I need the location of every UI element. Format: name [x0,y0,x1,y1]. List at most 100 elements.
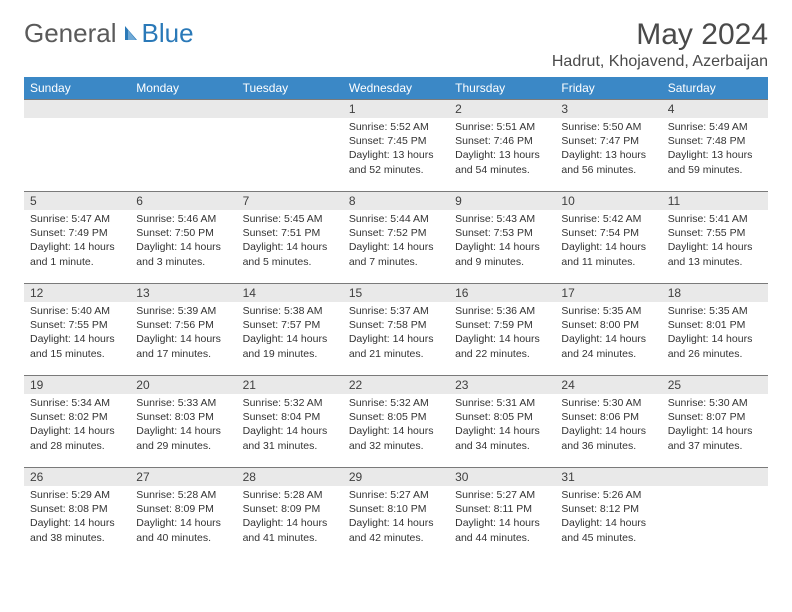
calendar-day-cell: 26Sunrise: 5:29 AMSunset: 8:08 PMDayligh… [24,467,130,559]
daylight-line: Daylight: 14 hours and 5 minutes. [243,240,337,268]
day-number: 28 [237,467,343,486]
day-details: Sunrise: 5:26 AMSunset: 8:12 PMDaylight:… [555,486,661,549]
sunset-line: Sunset: 8:01 PM [668,318,762,332]
day-details: Sunrise: 5:35 AMSunset: 8:01 PMDaylight:… [662,302,768,365]
calendar-day-cell [662,467,768,559]
calendar-day-cell: 30Sunrise: 5:27 AMSunset: 8:11 PMDayligh… [449,467,555,559]
daylight-line: Daylight: 14 hours and 21 minutes. [349,332,443,360]
calendar-day-cell: 11Sunrise: 5:41 AMSunset: 7:55 PMDayligh… [662,191,768,283]
calendar-header: SundayMondayTuesdayWednesdayThursdayFrid… [24,77,768,99]
calendar-day-cell: 16Sunrise: 5:36 AMSunset: 7:59 PMDayligh… [449,283,555,375]
sunrise-line: Sunrise: 5:28 AM [136,488,230,502]
sunset-line: Sunset: 8:12 PM [561,502,655,516]
daylight-line: Daylight: 14 hours and 7 minutes. [349,240,443,268]
day-number: 16 [449,283,555,302]
day-details: Sunrise: 5:27 AMSunset: 8:10 PMDaylight:… [343,486,449,549]
day-number: 4 [662,99,768,118]
calendar-day-cell: 1Sunrise: 5:52 AMSunset: 7:45 PMDaylight… [343,99,449,191]
day-details: Sunrise: 5:41 AMSunset: 7:55 PMDaylight:… [662,210,768,273]
daylight-line: Daylight: 14 hours and 34 minutes. [455,424,549,452]
day-number: 30 [449,467,555,486]
day-details: Sunrise: 5:31 AMSunset: 8:05 PMDaylight:… [449,394,555,457]
calendar-day-cell: 15Sunrise: 5:37 AMSunset: 7:58 PMDayligh… [343,283,449,375]
sunrise-line: Sunrise: 5:46 AM [136,212,230,226]
calendar-day-cell: 20Sunrise: 5:33 AMSunset: 8:03 PMDayligh… [130,375,236,467]
day-number: 6 [130,191,236,210]
day-number: 1 [343,99,449,118]
day-details: Sunrise: 5:51 AMSunset: 7:46 PMDaylight:… [449,118,555,181]
day-details: Sunrise: 5:35 AMSunset: 8:00 PMDaylight:… [555,302,661,365]
day-details: Sunrise: 5:28 AMSunset: 8:09 PMDaylight:… [237,486,343,549]
calendar-day-cell: 17Sunrise: 5:35 AMSunset: 8:00 PMDayligh… [555,283,661,375]
day-number: 26 [24,467,130,486]
calendar-day-cell: 12Sunrise: 5:40 AMSunset: 7:55 PMDayligh… [24,283,130,375]
sunrise-line: Sunrise: 5:32 AM [349,396,443,410]
sunrise-line: Sunrise: 5:38 AM [243,304,337,318]
day-details: Sunrise: 5:27 AMSunset: 8:11 PMDaylight:… [449,486,555,549]
sunset-line: Sunset: 8:07 PM [668,410,762,424]
sunrise-line: Sunrise: 5:28 AM [243,488,337,502]
sunset-line: Sunset: 7:54 PM [561,226,655,240]
calendar-day-cell: 19Sunrise: 5:34 AMSunset: 8:02 PMDayligh… [24,375,130,467]
sunrise-line: Sunrise: 5:45 AM [243,212,337,226]
calendar-day-cell: 18Sunrise: 5:35 AMSunset: 8:01 PMDayligh… [662,283,768,375]
sunrise-line: Sunrise: 5:43 AM [455,212,549,226]
day-number [237,99,343,118]
calendar-day-cell: 25Sunrise: 5:30 AMSunset: 8:07 PMDayligh… [662,375,768,467]
day-number: 17 [555,283,661,302]
weekday-header: Sunday [24,77,130,99]
sunset-line: Sunset: 7:49 PM [30,226,124,240]
calendar-week-row: 26Sunrise: 5:29 AMSunset: 8:08 PMDayligh… [24,467,768,559]
sunrise-line: Sunrise: 5:41 AM [668,212,762,226]
daylight-line: Daylight: 13 hours and 59 minutes. [668,148,762,176]
daylight-line: Daylight: 14 hours and 31 minutes. [243,424,337,452]
brand-logo: General Blue [24,18,194,49]
sunrise-line: Sunrise: 5:49 AM [668,120,762,134]
daylight-line: Daylight: 14 hours and 40 minutes. [136,516,230,544]
calendar-day-cell: 9Sunrise: 5:43 AMSunset: 7:53 PMDaylight… [449,191,555,283]
calendar-week-row: 19Sunrise: 5:34 AMSunset: 8:02 PMDayligh… [24,375,768,467]
daylight-line: Daylight: 14 hours and 42 minutes. [349,516,443,544]
day-details: Sunrise: 5:39 AMSunset: 7:56 PMDaylight:… [130,302,236,365]
daylight-line: Daylight: 14 hours and 11 minutes. [561,240,655,268]
day-number: 8 [343,191,449,210]
day-number: 21 [237,375,343,394]
sunrise-line: Sunrise: 5:26 AM [561,488,655,502]
daylight-line: Daylight: 13 hours and 56 minutes. [561,148,655,176]
sunrise-line: Sunrise: 5:35 AM [668,304,762,318]
daylight-line: Daylight: 14 hours and 22 minutes. [455,332,549,360]
calendar-day-cell: 21Sunrise: 5:32 AMSunset: 8:04 PMDayligh… [237,375,343,467]
day-details: Sunrise: 5:43 AMSunset: 7:53 PMDaylight:… [449,210,555,273]
sunset-line: Sunset: 8:05 PM [455,410,549,424]
sunrise-line: Sunrise: 5:52 AM [349,120,443,134]
sunrise-line: Sunrise: 5:33 AM [136,396,230,410]
calendar-page: General Blue May 2024 Hadrut, Khojavend,… [0,0,792,577]
sunset-line: Sunset: 8:06 PM [561,410,655,424]
day-details: Sunrise: 5:33 AMSunset: 8:03 PMDaylight:… [130,394,236,457]
sunrise-line: Sunrise: 5:27 AM [455,488,549,502]
day-details: Sunrise: 5:50 AMSunset: 7:47 PMDaylight:… [555,118,661,181]
logo-sail-icon [123,24,143,47]
calendar-week-row: 1Sunrise: 5:52 AMSunset: 7:45 PMDaylight… [24,99,768,191]
day-number: 24 [555,375,661,394]
sunrise-line: Sunrise: 5:37 AM [349,304,443,318]
calendar-day-cell: 5Sunrise: 5:47 AMSunset: 7:49 PMDaylight… [24,191,130,283]
daylight-line: Daylight: 14 hours and 38 minutes. [30,516,124,544]
daylight-line: Daylight: 14 hours and 19 minutes. [243,332,337,360]
weekday-header: Tuesday [237,77,343,99]
calendar-body: 1Sunrise: 5:52 AMSunset: 7:45 PMDaylight… [24,99,768,559]
sunrise-line: Sunrise: 5:51 AM [455,120,549,134]
calendar-day-cell: 8Sunrise: 5:44 AMSunset: 7:52 PMDaylight… [343,191,449,283]
daylight-line: Daylight: 14 hours and 45 minutes. [561,516,655,544]
day-details: Sunrise: 5:38 AMSunset: 7:57 PMDaylight:… [237,302,343,365]
sunrise-line: Sunrise: 5:27 AM [349,488,443,502]
sunset-line: Sunset: 7:46 PM [455,134,549,148]
calendar-day-cell: 31Sunrise: 5:26 AMSunset: 8:12 PMDayligh… [555,467,661,559]
calendar-day-cell: 27Sunrise: 5:28 AMSunset: 8:09 PMDayligh… [130,467,236,559]
day-number: 15 [343,283,449,302]
sunrise-line: Sunrise: 5:34 AM [30,396,124,410]
sunrise-line: Sunrise: 5:35 AM [561,304,655,318]
day-number: 27 [130,467,236,486]
day-number: 31 [555,467,661,486]
day-number: 11 [662,191,768,210]
